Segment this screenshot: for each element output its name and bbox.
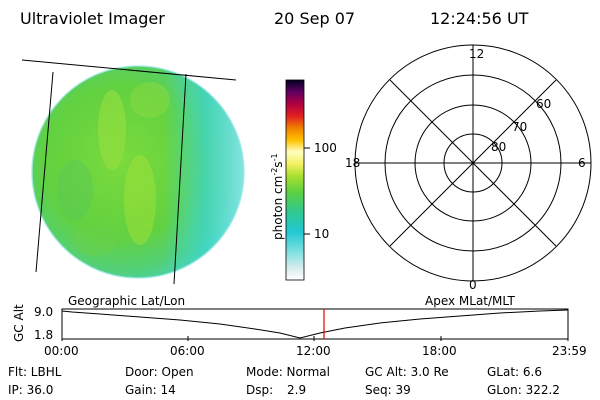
orbit-xtick: 18:00: [422, 344, 457, 358]
gain-info: Gain: 14: [125, 383, 176, 397]
colorbar-unit-label: photon cm-2s-1: [270, 153, 285, 240]
observation-time: 12:24:56 UT: [430, 9, 529, 28]
polar-ring-60: 60: [536, 97, 552, 111]
orbit-xtick: 06:00: [170, 344, 205, 358]
orbit-right-title: Apex MLat/MLT: [425, 294, 515, 308]
orbit-ylabel: GC Alt: [12, 304, 26, 342]
polar-ring-80: 80: [491, 140, 507, 154]
orbit-xtick: 00:00: [44, 344, 79, 358]
glon-info: GLon: 322.2: [487, 383, 560, 397]
dsp-value: 2.9: [287, 383, 307, 397]
orbit-xtick: 23:59: [552, 344, 587, 358]
geo-line-left: [35, 71, 54, 273]
geo-line-top: [21, 59, 237, 81]
filter-info: Flt: LBHL: [8, 365, 62, 379]
orbit-panel: [61, 308, 569, 341]
polar-label-12: 12: [469, 47, 485, 61]
orbit-left-title: Geographic Lat/Lon: [68, 294, 186, 308]
dsp-label: Dsp:: [246, 383, 274, 397]
ip-info: IP: 36.0: [8, 383, 54, 397]
polar-label-6: 6: [578, 156, 586, 170]
uv-disk-image: [31, 65, 245, 279]
orbit-xtick: 12:00: [296, 344, 331, 358]
colorbar-tick-100: 100: [314, 141, 337, 155]
orbit-ytick-top: 9.0: [34, 305, 54, 319]
polar-plot: [354, 44, 592, 282]
observation-date: 20 Sep 07: [274, 9, 356, 28]
colorbar-tick-10: 10: [314, 227, 330, 241]
glat-info: GLat: 6.6: [487, 365, 542, 379]
altitude-curve: [61, 309, 569, 339]
seq-info: Seq: 39: [365, 383, 411, 397]
colorbar: [285, 79, 310, 281]
disk-texture: [57, 82, 170, 256]
polar-label-0: 0: [469, 278, 477, 292]
gc-alt-info: GC Alt: 3.0 Re: [365, 365, 449, 379]
instrument-title: Ultraviolet Imager: [20, 9, 165, 28]
mode-info: Mode: Normal: [246, 365, 330, 379]
orbit-ytick-bottom: 1.8: [34, 328, 54, 342]
geo-line-right: [173, 73, 187, 285]
polar-ring-70: 70: [512, 120, 528, 134]
door-info: Door: Open: [125, 365, 194, 379]
polar-label-18: 18: [345, 156, 361, 170]
